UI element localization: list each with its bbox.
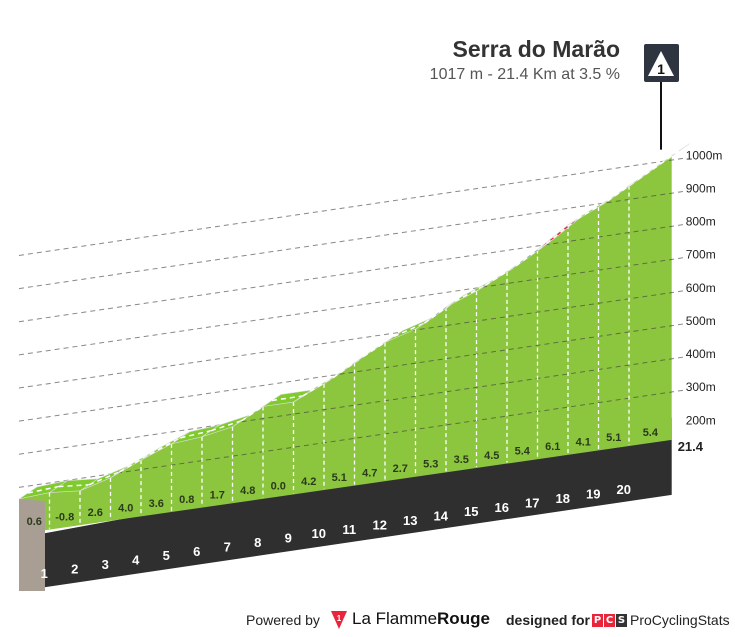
- segment-gradient-label: 5.4: [515, 445, 531, 457]
- segment-gradient-label: 4.2: [301, 476, 316, 488]
- designed-for-text: designed for: [506, 612, 591, 628]
- km-label: 18: [556, 491, 570, 506]
- elevation-grid-line: [18, 323, 684, 422]
- elevation-tick-label: 800m: [686, 215, 716, 229]
- elevation-tick-label: 900m: [686, 181, 716, 195]
- pcs-letter-c: C: [604, 614, 615, 627]
- segment-gradient-label: 1.7: [210, 489, 225, 501]
- segment-gradient-label: 2.7: [393, 463, 408, 475]
- elevation-grid-line: [18, 157, 684, 256]
- segment-gradient-label: 5.1: [332, 472, 347, 484]
- segment-gradient-label: 0.6: [27, 516, 42, 528]
- km-label: 19: [586, 487, 600, 502]
- la-flamme-rouge-link[interactable]: La FlammeRouge: [352, 609, 490, 629]
- elevation-tick-label: 700m: [686, 248, 716, 262]
- segment-gradient-label: -0.8: [55, 511, 74, 523]
- km-label: 2: [71, 561, 78, 576]
- segment-gradient-label: 4.1: [576, 437, 591, 449]
- segment-gradient-label: 4.5: [484, 450, 499, 462]
- km-label: 12: [373, 517, 387, 532]
- top-center-dashes: [393, 322, 425, 338]
- profile-side-face: [19, 155, 672, 534]
- km-label: 15: [464, 504, 478, 519]
- elevation-grid-line: [18, 389, 684, 488]
- elevation-profile-chart: 0.6 -0.8 2.6 4.0 3.6 0.8 1.7 4.8 0.0 4.2 5.1 4.7 2.7…: [18, 44, 723, 591]
- la-flamme-rouge-flag-icon[interactable]: 1: [330, 610, 348, 630]
- elevation-grid-line: [18, 356, 684, 455]
- km-label: 5: [163, 548, 170, 563]
- km-label: 9: [285, 531, 292, 546]
- elevation-grid-line: [18, 190, 684, 290]
- powered-by-text: Powered by: [246, 612, 320, 628]
- lfr-name-b: Rouge: [437, 609, 490, 628]
- km-label: 10: [312, 526, 326, 541]
- category-badge-number: 1: [657, 61, 665, 77]
- km-label: 14: [434, 509, 449, 524]
- elevation-tick-label: 300m: [686, 380, 716, 394]
- elevation-tick-label: 200m: [686, 413, 716, 427]
- km-label: 13: [403, 513, 417, 528]
- km-label: 7: [224, 539, 231, 554]
- km-label: 6: [193, 544, 200, 559]
- top-center-dashes: [119, 453, 151, 473]
- category-badge-triangle: [648, 51, 674, 76]
- segment-gradient-label: 5.3: [423, 459, 438, 471]
- km-label: 11: [342, 522, 356, 537]
- elevation-grid-line: [18, 257, 684, 356]
- footer: Powered by 1 La FlammeRouge designed for…: [0, 608, 735, 634]
- segment-gradient-label: 4.7: [362, 467, 377, 479]
- top-center-dashes: [149, 437, 181, 455]
- elevation-tick-label: 600m: [686, 281, 716, 295]
- segment-gradient-label: 3.5: [454, 454, 469, 466]
- top-center-dashes: [454, 284, 486, 302]
- km-label: 3: [102, 557, 109, 572]
- km-label: 17: [525, 495, 539, 510]
- elevation-tick-label: 500m: [686, 314, 716, 328]
- pcs-letter-p: P: [592, 614, 603, 627]
- procyclingstats-link[interactable]: ProCyclingStats: [630, 612, 730, 628]
- elevation-grid-line: [18, 290, 684, 389]
- km-label: 16: [495, 500, 509, 515]
- segment-gradient-label: 2.6: [88, 507, 103, 519]
- elevation-tick-label: 400m: [686, 347, 716, 361]
- segment-gradient-label: 6.1: [545, 441, 560, 453]
- segment-gradient-label: 5.4: [643, 427, 659, 439]
- pcs-letter-s: S: [616, 614, 627, 627]
- segment-gradient-label: 0.0: [271, 481, 286, 493]
- climb-summary: 1017 m - 21.4 Km at 3.5 %: [429, 66, 620, 83]
- top-center-dashes: [546, 218, 578, 245]
- elevation-grid-line: [18, 224, 684, 323]
- lfr-badge-number: 1: [337, 614, 342, 623]
- segment-gradient-label: 4.0: [118, 503, 133, 515]
- km-label: 20: [617, 482, 631, 497]
- km-label: 1: [41, 566, 48, 581]
- lfr-name-a: La Flamme: [352, 609, 438, 628]
- elevation-tick-label: 1000m: [686, 148, 723, 162]
- segment-gradient-label: 4.8: [240, 485, 255, 497]
- km-label: 8: [254, 535, 261, 550]
- segment-gradient-label: 5.1: [606, 432, 621, 444]
- km-label: 4: [132, 553, 140, 568]
- profile-start-face: [19, 498, 45, 591]
- top-center-dashes: [88, 471, 120, 486]
- climb-title: Serra do Marão: [452, 36, 620, 62]
- segment-gradient-label: 0.8: [179, 494, 194, 506]
- segment-gradient-label: 3.6: [149, 498, 164, 510]
- final-km-label: 21.4: [678, 439, 704, 454]
